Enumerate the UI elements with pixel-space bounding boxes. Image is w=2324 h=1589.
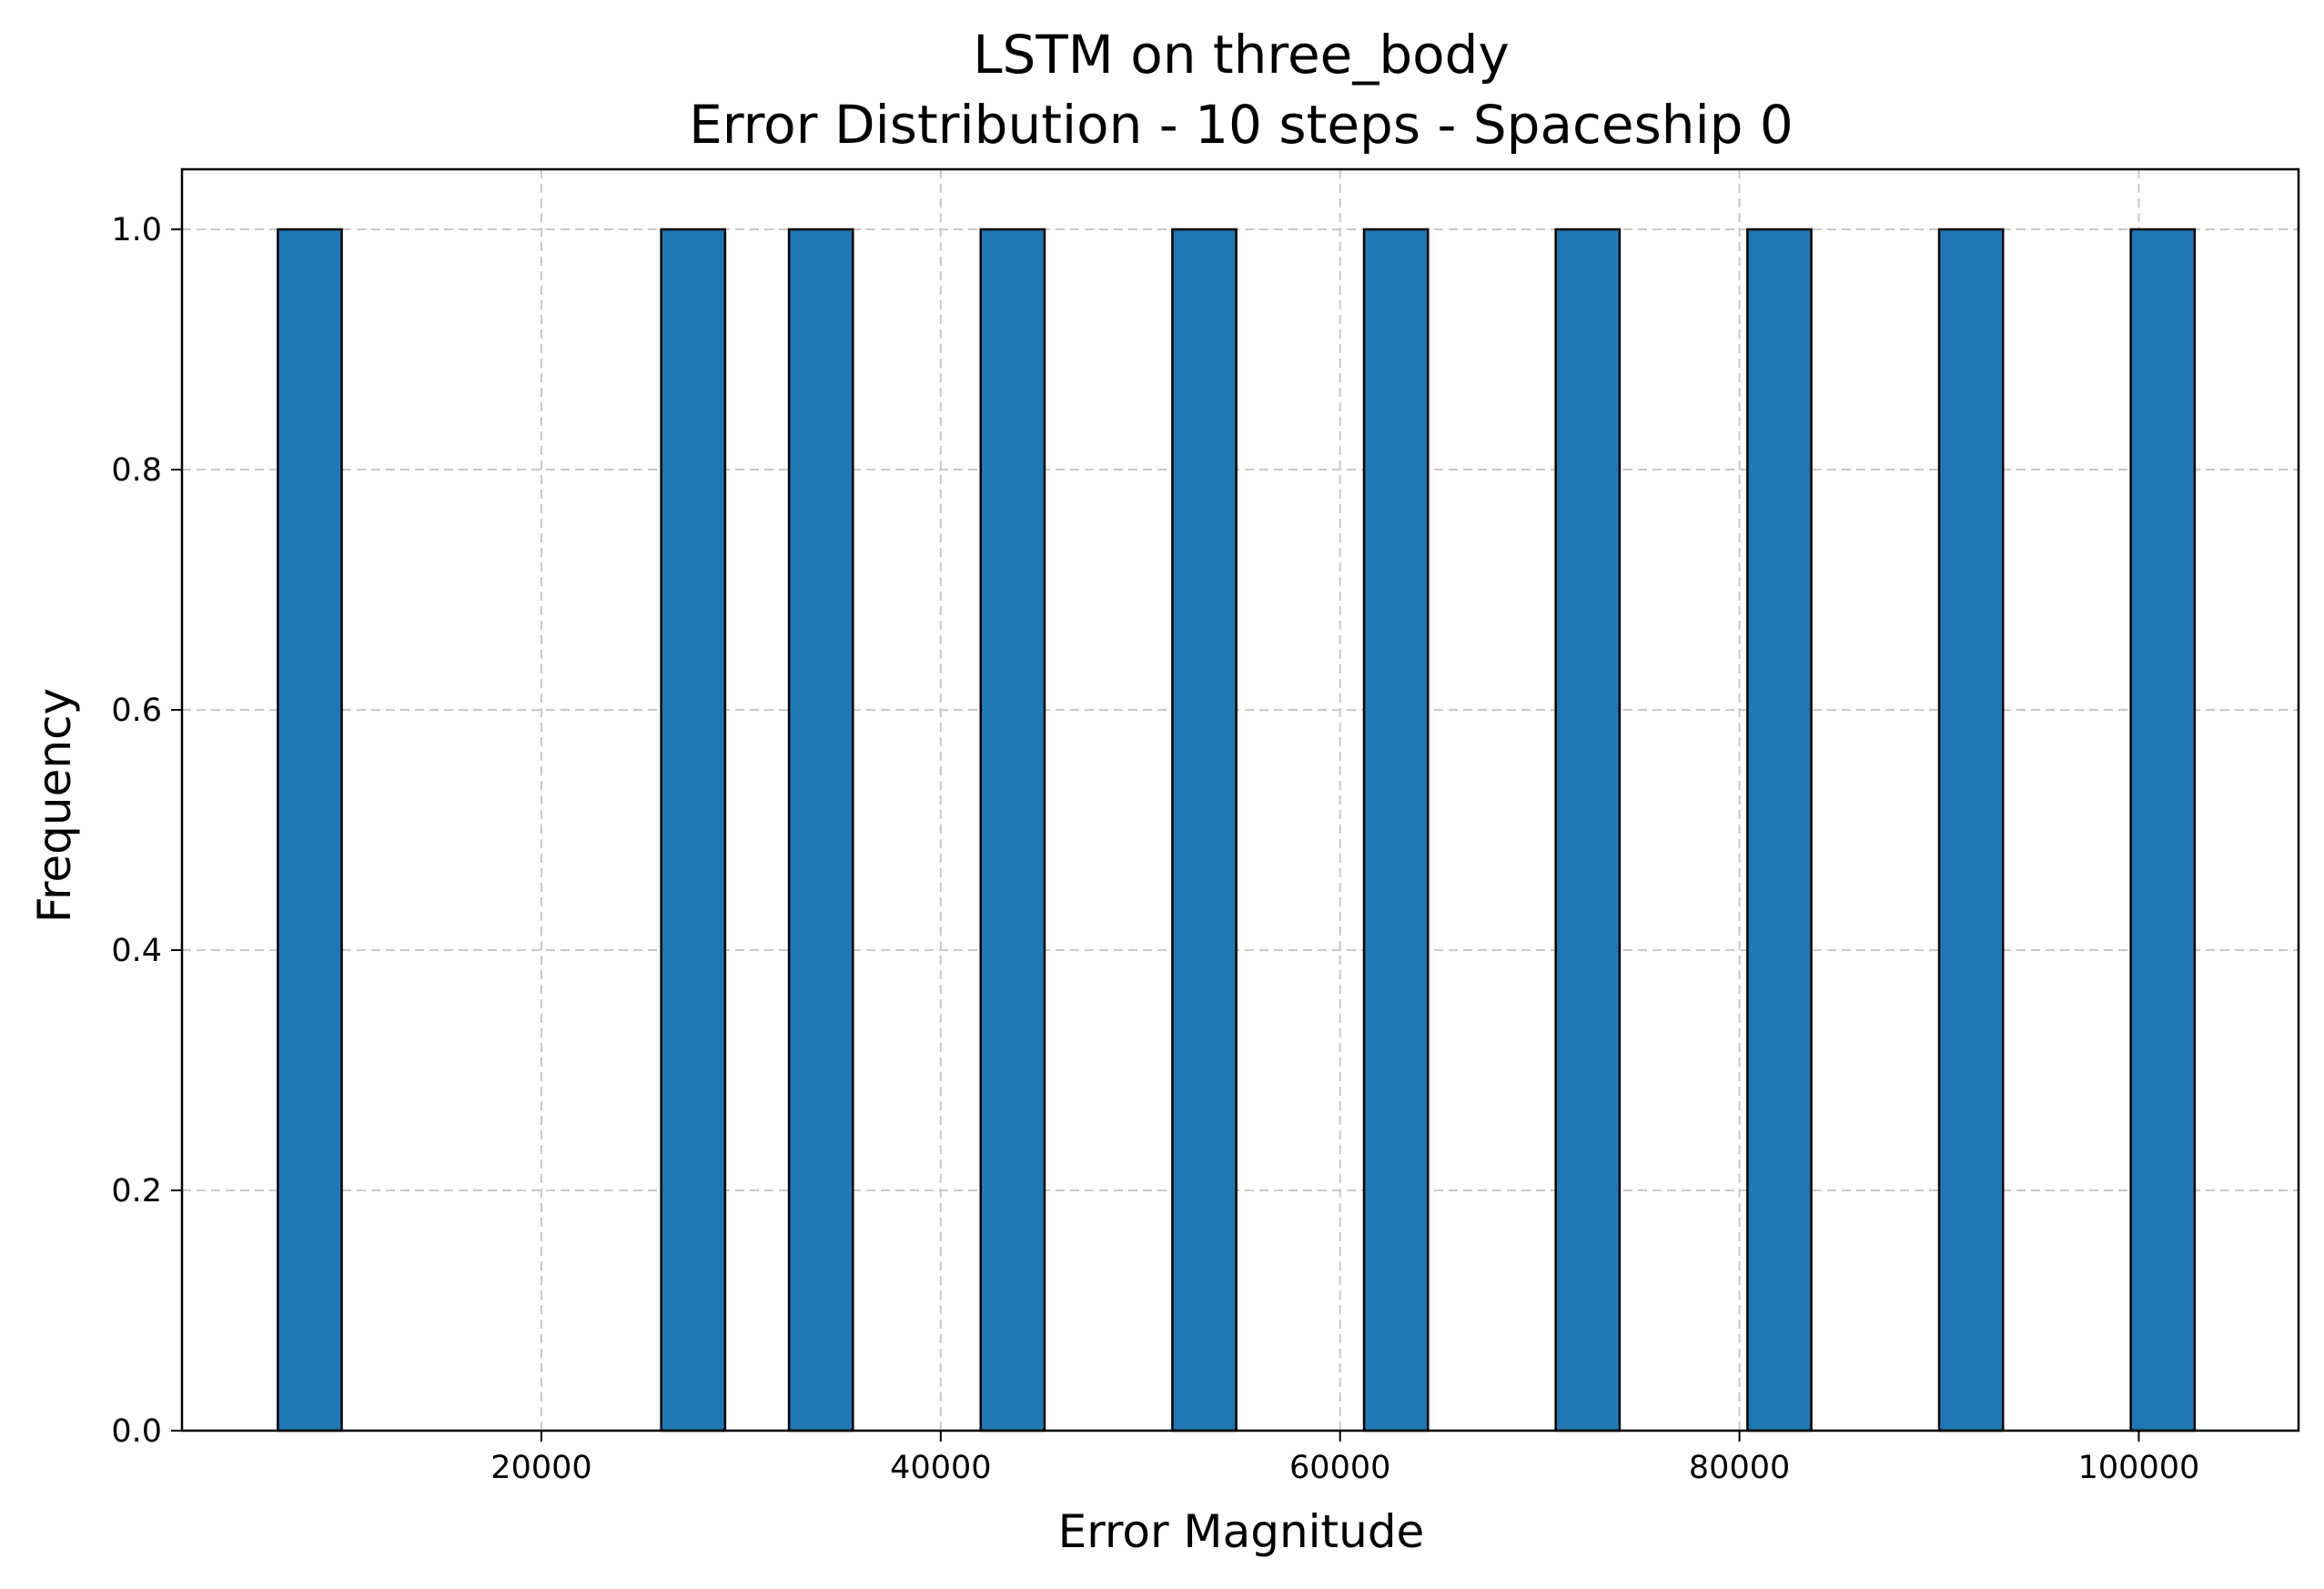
- histogram-bar: [787, 228, 854, 1432]
- histogram-bar: [660, 228, 727, 1432]
- histogram-bar: [1746, 228, 1813, 1432]
- histogram-bar: [2129, 228, 2197, 1432]
- x-tick-label: 80000: [1689, 1450, 1790, 1486]
- x-tick-label: 20000: [490, 1450, 591, 1486]
- histogram-bar: [1362, 228, 1430, 1432]
- y-tick-label: 0.0: [111, 1413, 162, 1450]
- axis-ticks: 20000 40000 60000 80000 100000 0.0 0.2 0.4 0.6 0.…: [111, 212, 2199, 1486]
- chart-title: LSTM on three_body: [973, 24, 1510, 86]
- plot-frame: [180, 167, 2300, 1432]
- histogram-bar: [277, 228, 343, 1432]
- y-tick-label: 0.6: [111, 693, 162, 729]
- y-tick-label: 0.2: [111, 1173, 162, 1209]
- y-tick-label: 1.0: [111, 212, 162, 248]
- histogram-bar: [979, 228, 1046, 1432]
- x-axis-label: Error Magnitude: [1058, 1505, 1425, 1558]
- y-tick-label: 0.4: [111, 933, 162, 969]
- histogram-bar: [1171, 228, 1238, 1432]
- bars: [277, 228, 2197, 1432]
- x-tick-label: 40000: [890, 1450, 991, 1486]
- x-tick-label: 60000: [1289, 1450, 1390, 1486]
- y-tick-label: 0.8: [111, 452, 162, 489]
- y-axis-label: Frequency: [28, 688, 81, 923]
- x-tick-label: 100000: [2078, 1450, 2200, 1486]
- histogram-bar: [1554, 228, 1622, 1432]
- histogram-bar: [1937, 228, 2005, 1432]
- chart-subtitle: Error Distribution - 10 steps - Spaceshi…: [689, 94, 1794, 156]
